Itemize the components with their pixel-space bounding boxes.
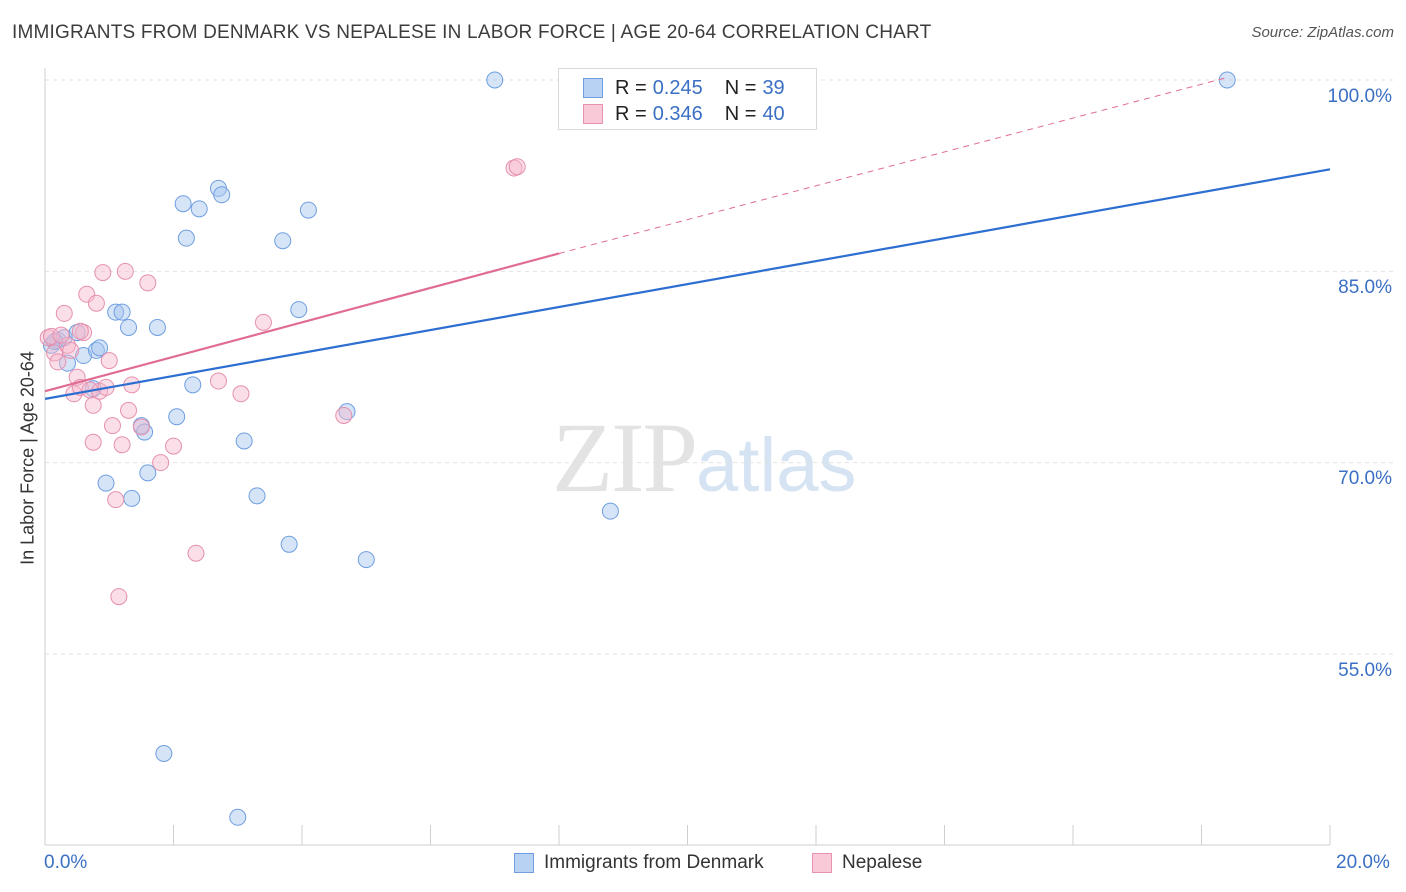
- point-nepalese-31: [209, 372, 227, 390]
- point-nepalese-20: [107, 491, 125, 509]
- point-denmark-17: [148, 318, 166, 336]
- watermark-atlas: atlas: [696, 423, 857, 508]
- chart-title: IMMIGRANTS FROM DENMARK VS NEPALESE IN L…: [12, 22, 932, 43]
- legend-bottom-label-nepalese: Nepalese: [842, 852, 923, 873]
- legend-row-denmark: R = 0.245 N = 39: [583, 76, 785, 100]
- point-denmark-18: [168, 408, 186, 426]
- point-nepalese-29: [165, 437, 182, 455]
- point-denmark-26: [248, 487, 266, 505]
- point-nepalese-23: [116, 262, 134, 280]
- point-denmark-27: [274, 232, 292, 250]
- point-nepalese-4: [58, 336, 76, 354]
- point-denmark-30: [299, 201, 317, 219]
- source-label: Source: ZipAtlas.com: [1251, 24, 1394, 41]
- point-denmark-21: [184, 376, 202, 394]
- point-nepalese-34: [335, 406, 353, 424]
- legend-n-value-denmark: 39: [762, 76, 785, 99]
- point-nepalese-14: [87, 294, 105, 312]
- point-nepalese-24: [120, 401, 138, 419]
- point-denmark-7: [87, 341, 105, 359]
- point-nepalese-32: [232, 385, 250, 403]
- y-axis-label: In Labor Force | Age 20-64: [17, 351, 38, 565]
- point-nepalese-12: [84, 433, 102, 451]
- legend-r-label-nepalese: R =: [615, 102, 647, 125]
- y-tick-label-100: 100.0%: [1327, 86, 1392, 107]
- trendline-denmark-0: [44, 168, 1331, 400]
- watermark: ZIPatlas: [552, 400, 857, 515]
- point-nepalese-39: [71, 322, 89, 340]
- point-nepalese-38: [52, 326, 70, 344]
- point-nepalese-2: [49, 353, 67, 371]
- point-denmark-8: [91, 339, 109, 357]
- legend-swatch-denmark: [583, 78, 603, 98]
- y-tick-label-70: 70.0%: [1338, 468, 1392, 489]
- point-nepalese-21: [110, 588, 128, 606]
- point-denmark-15: [136, 423, 154, 441]
- legend-bottom-label-denmark: Immigrants from Denmark: [544, 852, 764, 873]
- legend-n-value-nepalese: 40: [762, 102, 785, 125]
- point-denmark-5: [75, 347, 93, 365]
- point-denmark-25: [235, 432, 253, 450]
- trendline-nepalese-2: [558, 76, 1228, 254]
- trendline-nepalese-1: [44, 252, 560, 393]
- point-denmark-10: [113, 303, 131, 321]
- point-denmark-19: [174, 195, 192, 213]
- legend-bottom-swatch-denmark: [514, 853, 534, 873]
- point-nepalese-13: [84, 396, 102, 414]
- point-denmark-9: [107, 303, 125, 321]
- point-nepalese-27: [139, 274, 157, 292]
- point-denmark-32: [357, 551, 375, 569]
- point-denmark-29: [290, 301, 308, 319]
- point-denmark-11: [120, 318, 138, 336]
- point-nepalese-26: [132, 418, 150, 436]
- legend-swatch-nepalese: [583, 104, 603, 124]
- y-tick-label-55: 55.0%: [1338, 660, 1392, 681]
- point-nepalese-36: [508, 158, 526, 176]
- point-nepalese-3: [55, 304, 73, 322]
- legend-r-label-denmark: R =: [615, 76, 647, 99]
- y-tick-label-85: 85.0%: [1338, 277, 1392, 298]
- point-denmark-22: [190, 200, 208, 218]
- point-denmark-24: [213, 186, 231, 204]
- watermark-zip: ZIP: [552, 402, 698, 513]
- point-nepalese-16: [94, 264, 112, 282]
- legend-r-value-denmark: 0.245: [652, 76, 703, 99]
- point-nepalese-30: [187, 544, 205, 562]
- point-nepalese-5: [62, 341, 80, 359]
- point-nepalese-33: [254, 313, 272, 331]
- legend-n-label-denmark: N =: [724, 76, 757, 99]
- point-denmark-36: [155, 744, 173, 762]
- point-denmark-28: [280, 535, 298, 553]
- x-tick-label-min: 0.0%: [44, 852, 88, 873]
- legend-n-label-nepalese: N =: [724, 102, 757, 125]
- point-denmark-37: [229, 808, 247, 826]
- point-nepalese-28: [152, 454, 170, 472]
- legend-row-nepalese: R = 0.346 N = 40: [583, 102, 785, 126]
- point-denmark-13: [123, 489, 141, 507]
- legend-item-denmark: Immigrants from Denmark: [514, 852, 764, 874]
- point-denmark-12: [97, 474, 115, 492]
- point-nepalese-10: [78, 285, 96, 303]
- legend-r-value-nepalese: 0.346: [652, 102, 703, 125]
- point-denmark-20: [177, 229, 195, 247]
- point-denmark-34: [601, 502, 619, 520]
- legend-item-nepalese: Nepalese: [812, 852, 922, 874]
- legend-stats: R = 0.245 N = 39 R = 0.346 N = 40: [558, 68, 817, 130]
- point-denmark-35: [1218, 71, 1236, 89]
- point-nepalese-22: [113, 436, 131, 454]
- legend-bottom-swatch-nepalese: [812, 853, 832, 873]
- x-tick-label-max: 20.0%: [1336, 852, 1390, 873]
- point-denmark-16: [139, 464, 157, 482]
- point-denmark-33: [486, 71, 504, 89]
- point-nepalese-18: [100, 352, 118, 370]
- point-nepalese-19: [103, 417, 121, 435]
